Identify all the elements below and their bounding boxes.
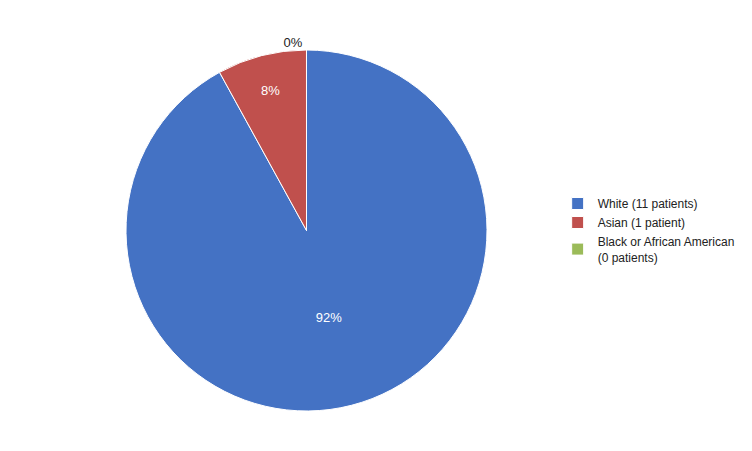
svg-text:Asian (1 patient): Asian (1 patient) [598, 216, 685, 230]
svg-text:92%: 92% [316, 310, 342, 325]
svg-text:White (11 patients): White (11 patients) [598, 197, 698, 211]
svg-text:Black or African American(0 pa: Black or African American(0 patients) [598, 235, 735, 265]
svg-text:0%: 0% [284, 35, 303, 50]
svg-text:8%: 8% [261, 83, 280, 98]
